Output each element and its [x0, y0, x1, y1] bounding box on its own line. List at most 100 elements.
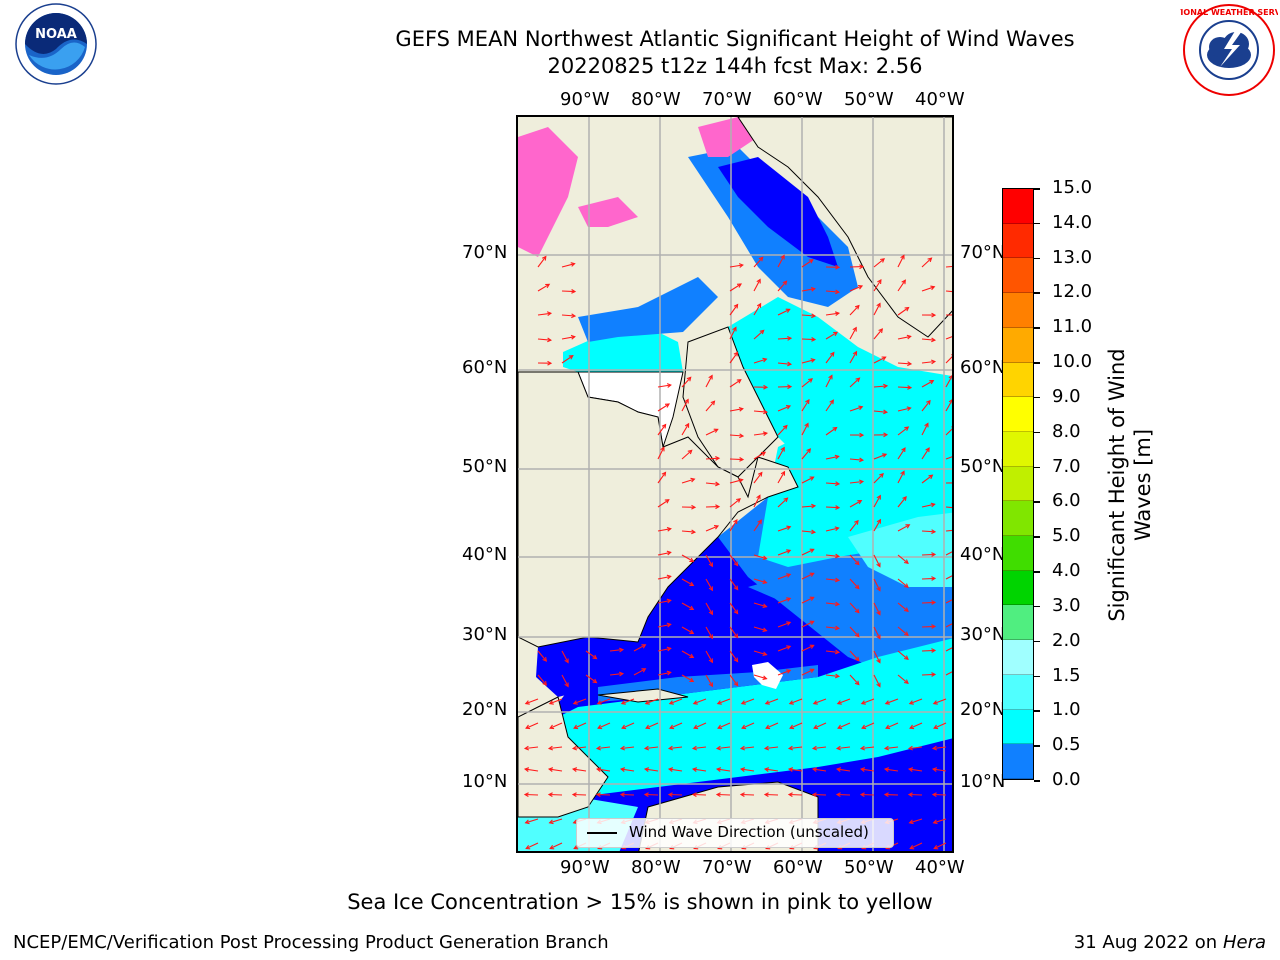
wind-wave-arrowhead — [572, 700, 578, 705]
lat-label-left-70n: 70°N — [462, 242, 508, 263]
wind-wave-arrow — [873, 519, 881, 532]
wind-wave-arrow — [645, 746, 659, 750]
wind-wave-arrow — [705, 602, 713, 615]
wind-wave-arrowhead — [811, 529, 817, 535]
wind-wave-arrow — [849, 626, 860, 637]
wind-wave-arrow — [801, 572, 814, 580]
wind-wave-arrowhead — [789, 724, 795, 730]
wind-wave-arrowhead — [812, 700, 818, 705]
lat-label-left-50n: 50°N — [462, 456, 508, 477]
wind-wave-arrow — [897, 524, 910, 532]
wind-wave-arrowhead — [857, 500, 863, 505]
wind-wave-arrow — [873, 578, 881, 591]
noaa-logo-text: NOAA — [35, 27, 77, 42]
wind-wave-arrow — [897, 496, 907, 508]
colorbar-segment — [1003, 431, 1033, 467]
wind-wave-arrow — [777, 645, 791, 652]
wind-wave-arrowhead — [780, 470, 786, 476]
wind-wave-arrowhead — [933, 844, 939, 850]
wind-wave-arrowhead — [954, 669, 955, 672]
wind-wave-arrow — [537, 256, 547, 268]
wind-wave-arrowhead — [835, 745, 842, 751]
wind-wave-arrowhead — [854, 608, 860, 614]
wind-wave-arrowhead — [928, 474, 934, 480]
wind-wave-arrow — [753, 674, 767, 680]
wind-wave-arrowhead — [787, 384, 793, 390]
wind-wave-arrowhead — [809, 476, 815, 481]
wind-wave-arrowhead — [666, 574, 672, 580]
lon-label-top-50w: 50°W — [844, 89, 894, 110]
wind-wave-arrowhead — [829, 351, 835, 357]
wind-wave-arrow — [717, 722, 731, 729]
wind-wave-arrow — [633, 668, 646, 676]
colorbar-tick-mark — [1034, 327, 1040, 329]
lat-label-left-10n: 10°N — [462, 771, 508, 792]
wind-wave-arrow — [717, 698, 731, 705]
azores-white — [752, 662, 783, 689]
colorbar-tick-label: 15.0 — [1052, 177, 1093, 198]
wind-wave-arrowhead — [786, 669, 792, 674]
wind-wave-arrow — [812, 793, 827, 796]
wind-wave-arrowhead — [573, 724, 579, 730]
colorbar-segment — [1003, 258, 1033, 294]
wind-wave-arrowhead — [786, 621, 792, 626]
wind-wave-arrowhead — [931, 672, 937, 677]
wind-wave-arrow — [524, 793, 539, 796]
wind-wave-arrow — [705, 482, 719, 485]
colorbar-tick-label: 14.0 — [1052, 211, 1093, 233]
lat-label-left-40n: 40°N — [462, 544, 508, 565]
colorbar-tick-label: 8.0 — [1052, 420, 1081, 442]
wind-wave-arrow — [729, 498, 741, 508]
wind-wave-arrowhead — [859, 457, 865, 463]
wind-wave-arrowhead — [619, 767, 626, 772]
wind-wave-arrow — [753, 650, 767, 656]
wind-wave-arrowhead — [859, 432, 865, 438]
wind-wave-arrow — [753, 495, 761, 508]
legend-line-sample — [587, 832, 617, 834]
wind-wave-arrow — [897, 471, 905, 484]
wind-wave-arrowhead — [900, 254, 905, 260]
wind-wave-arrowhead — [811, 792, 817, 797]
wind-wave-arrowhead — [786, 597, 792, 602]
wind-wave-arrow — [561, 674, 569, 687]
wind-wave-arrow — [525, 722, 539, 729]
wind-wave-arrow — [657, 424, 667, 436]
wind-wave-arrow — [921, 474, 933, 484]
wind-wave-arrow — [657, 403, 670, 412]
wind-wave-arrowhead — [708, 610, 713, 616]
wind-wave-arrowhead — [900, 470, 905, 476]
wind-wave-arrow — [873, 279, 882, 292]
wind-wave-arrow — [933, 746, 947, 750]
lon-label-top-40w: 40°W — [915, 89, 965, 110]
wind-wave-arrow — [549, 768, 563, 772]
wind-wave-arrowhead — [570, 334, 576, 340]
colorbar-tick-mark — [1034, 257, 1040, 260]
wind-wave-arrow — [573, 768, 587, 772]
wind-wave-arrowhead — [733, 609, 739, 615]
wind-wave-arrowhead — [736, 379, 742, 384]
wind-wave-arrow — [825, 506, 840, 509]
wind-wave-arrowhead — [901, 279, 906, 285]
lon-label-bottom-80w: 80°W — [631, 857, 681, 878]
wind-wave-arrowhead — [645, 724, 651, 730]
wind-wave-arrowhead — [524, 819, 530, 825]
wind-wave-arrowhead — [564, 658, 569, 664]
wind-wave-arrowhead — [762, 431, 769, 437]
wind-wave-arrowhead — [546, 311, 553, 317]
lat-label-left-30n: 30°N — [462, 624, 508, 645]
wind-wave-arrowhead — [809, 548, 815, 553]
wind-wave-arrowhead — [524, 700, 530, 705]
wind-wave-arrowhead — [763, 409, 769, 415]
wind-wave-arrow — [537, 312, 551, 316]
wind-wave-arrow — [801, 448, 811, 460]
wind-wave-arrow — [705, 650, 713, 663]
wind-wave-arrowhead — [930, 359, 937, 365]
wind-wave-arrowhead — [733, 561, 739, 567]
wind-wave-arrowhead — [903, 655, 909, 661]
wind-wave-arrow — [945, 599, 952, 604]
wind-wave-arrowhead — [809, 644, 815, 649]
colorbar-segment — [1003, 640, 1033, 675]
wind-wave-arrow — [921, 286, 935, 292]
wind-wave-arrow — [729, 434, 744, 437]
wind-wave-arrow — [777, 597, 791, 604]
